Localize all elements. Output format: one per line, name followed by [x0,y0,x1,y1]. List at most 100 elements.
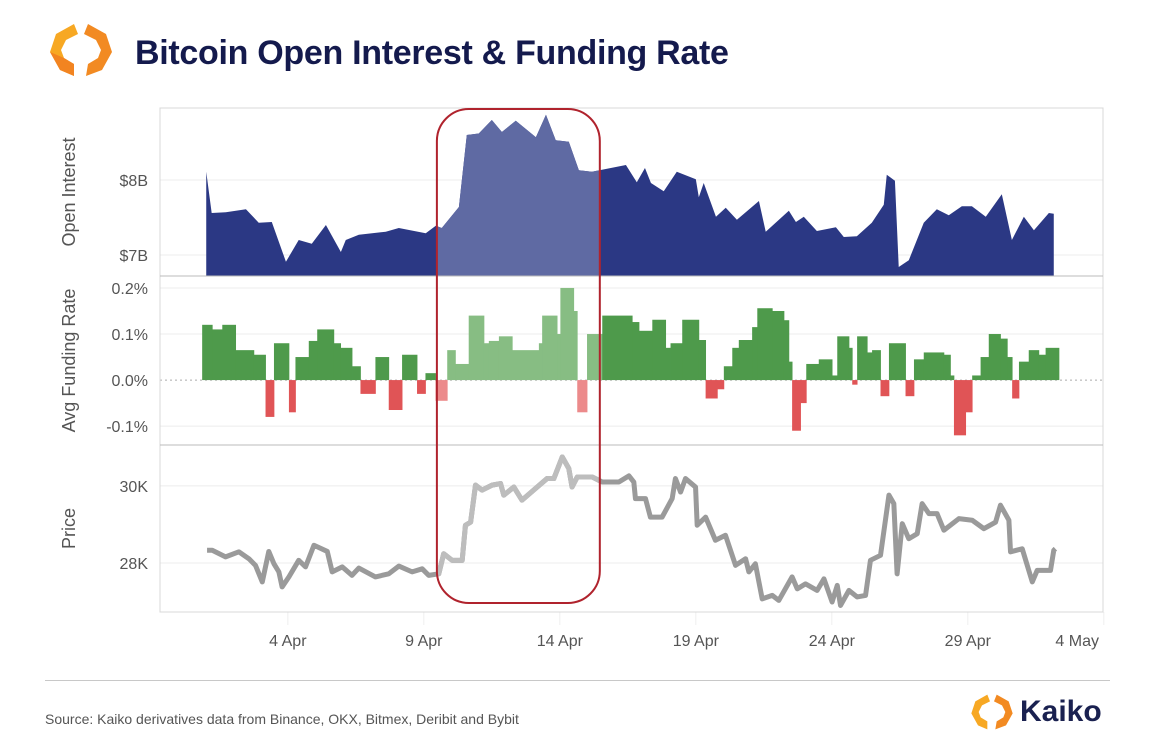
funding-bar-positive [333,343,342,381]
funding-bar-positive [308,340,318,381]
y-tick-label: 0.0% [112,373,148,390]
price-line [207,454,1058,608]
x-tick-label: 9 Apr [405,633,443,650]
funding-bar-negative [905,380,915,397]
funding-bar-positive [788,361,793,381]
funding-bar-positive [665,347,671,381]
funding-bar-positive [972,375,982,381]
source-note: Source: Kaiko derivatives data from Bina… [45,711,519,727]
funding-bar-positive [943,354,951,381]
funding-bar-positive [857,336,868,381]
funding-bar-positive [757,308,773,381]
funding-bar-positive [950,375,955,381]
funding-bar-positive [352,366,361,381]
y-tick-label: 30K [120,479,149,496]
x-tick-label: 19 Apr [673,633,720,650]
funding-bar-negative [388,380,403,411]
funding-bar-negative [852,380,858,385]
funding-bar-positive [340,347,353,381]
funding-bar-positive [295,357,310,381]
funding-bar-positive [652,319,667,381]
funding-bar-positive [632,322,640,381]
y-tick-label: 0.2% [112,281,148,298]
y-axis-title: Price [59,508,79,549]
funding-bar-negative [435,380,448,401]
funding-bar-positive [783,320,790,381]
funding-bar-negative [880,380,890,397]
funding-bar-positive [806,363,820,381]
funding-bar-positive [1045,347,1060,381]
funding-bar-positive [375,357,390,381]
funding-bar-positive [468,315,485,381]
y-tick-label: 28K [120,556,149,573]
funding-bar-positive [888,343,906,381]
page-title: Bitcoin Open Interest & Funding Rate [135,34,729,72]
funding-bar-positive [988,334,1001,381]
funding-bar-positive [638,330,653,381]
open-interest-panel [206,114,1054,276]
funding-bar-positive [1007,357,1013,381]
funding-bar-positive [923,352,945,381]
funding-bar-positive [670,343,683,381]
funding-bar-positive [818,359,833,381]
x-tick-label: 4 May [1055,633,1099,650]
kaiko-brand: Kaiko [970,692,1102,732]
funding-bar-positive [832,375,838,381]
funding-bar-negative [265,380,275,417]
funding-bar-negative [1012,380,1020,399]
funding-bar-negative [288,380,296,413]
funding-bar-positive [872,350,881,381]
funding-bar-positive [560,287,575,381]
funding-bar-negative [577,380,588,413]
funding-bar-negative [792,380,801,431]
y-axis-title: Avg Funding Rate [59,289,79,433]
funding-rate-panel [202,287,1060,436]
funding-bar-positive [573,310,578,381]
funding-bar-positive [682,319,700,381]
funding-bar-positive [732,347,740,381]
brand-name: Kaiko [1020,695,1102,728]
funding-bar-positive [738,340,753,381]
x-tick-label: 24 Apr [809,633,856,650]
open-interest-area-highlighted [436,114,600,276]
funding-bar-positive [752,327,758,381]
funding-bar-positive [212,329,223,381]
funding-bar-positive [867,352,873,381]
funding-bar-positive [837,336,850,381]
funding-bar-positive [202,324,213,381]
funding-bar-positive [542,315,558,381]
kaiko-logo-icon [48,20,114,85]
funding-bar-positive [222,324,237,381]
highlight-box [435,108,601,604]
funding-bar-positive [557,334,561,381]
funding-bar-positive [402,354,418,381]
funding-bar-positive [447,350,456,381]
funding-bar-negative [705,380,718,399]
x-tick-label: 14 Apr [537,633,584,650]
funding-bar-positive [698,340,707,381]
plot-border [159,107,1104,613]
open-interest-area [206,114,1054,276]
funding-bar-positive [1028,350,1040,381]
funding-bar-positive [538,343,543,381]
funding-bar-positive [772,310,785,381]
x-tick-label: 29 Apr [945,633,992,650]
funding-bar-negative [717,380,725,390]
funding-bar-negative [360,380,376,394]
funding-bar-negative [417,380,426,394]
footer-divider [45,680,1110,681]
y-tick-label: $7B [120,248,148,265]
axis-labels: $7B $8B Open Interest -0.1% 0.0% 0.1% 0.2% Avg … [59,137,1099,650]
funding-bar-positive [1000,338,1008,381]
funding-bar-negative [800,380,807,404]
funding-bar-positive [980,357,990,381]
funding-bar-positive [455,363,470,381]
y-tick-label: -0.1% [106,419,148,436]
funding-bar-positive [498,336,513,381]
funding-bar-positive [483,343,490,381]
kaiko-logo-icon [971,694,1013,730]
funding-bar-positive [235,350,255,381]
funding-bar-positive [913,359,925,381]
x-tick-label: 4 Apr [269,633,307,650]
funding-bar-negative [965,380,973,413]
